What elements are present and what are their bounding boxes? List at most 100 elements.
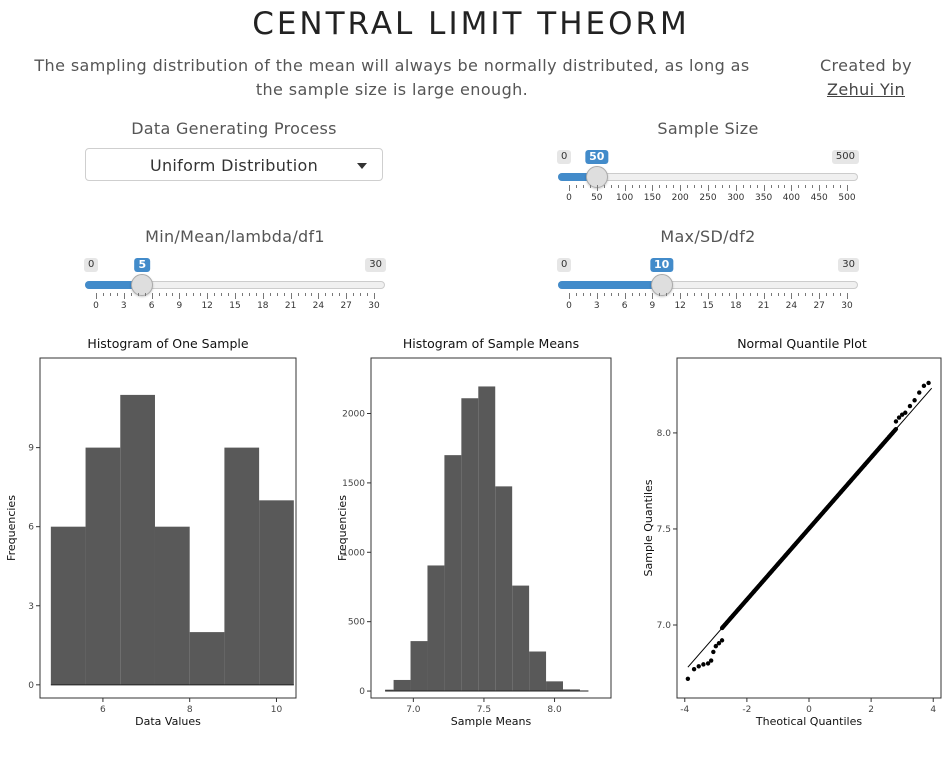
y-tick-label: 1000 [342, 548, 365, 558]
slider-tick-label: 6 [621, 301, 628, 311]
slider-tick [617, 185, 619, 188]
histogram-bar [444, 455, 462, 692]
slider-tick [840, 185, 842, 188]
slider-tick [721, 185, 723, 188]
x-tick-label: 7.0 [406, 705, 421, 715]
slider-ticks: 0 3 6 9 12 15 18 21 24 27 30 [558, 293, 858, 318]
slider-ticks: 0 3 6 9 12 15 18 21 24 27 30 [85, 293, 385, 318]
slider-tick [798, 293, 800, 296]
dgp-select[interactable]: Uniform Distribution [85, 148, 383, 181]
y-tick-label: 9 [28, 444, 34, 454]
slider-tick-label: 50 [591, 193, 603, 203]
one-sample-histogram: Histogram of One Sample 6 8 10 0 3 6 9 Data Valu… [5, 336, 297, 728]
slider-tick-label: 12 [674, 301, 686, 311]
slider-value-label: 50 [585, 150, 609, 164]
histogram-bar [461, 398, 479, 692]
slider-tick [777, 293, 779, 296]
histogram-bar [189, 632, 225, 685]
slider-tick [269, 293, 271, 296]
slider-tick [701, 185, 703, 188]
slider-tick-label: 0 [566, 193, 572, 203]
param2-slider[interactable]: 0 30 10 0 3 6 9 12 15 18 21 24 27 30 [557, 258, 859, 318]
credit-block: Created by Zehui Yin [800, 54, 932, 102]
slider-tick [742, 293, 744, 296]
slider-tick [165, 293, 167, 296]
y-tick-label: 0 [359, 687, 365, 697]
slider-tick [659, 293, 661, 296]
slider-tick [214, 293, 216, 296]
slider-tick [770, 293, 772, 296]
slider-tick [749, 293, 751, 296]
y-tick-label: 500 [348, 618, 365, 628]
y-tick-label: 1500 [342, 479, 365, 489]
slider-tick-label: 150 [643, 193, 661, 203]
x-axis-label: Theotical Quantiles [755, 715, 862, 728]
slider-tick-label: 27 [340, 301, 352, 311]
sample-size-label: Sample Size [657, 119, 759, 138]
slider-handle[interactable] [650, 274, 673, 296]
slider-tick [645, 293, 647, 296]
x-tick-label: 7.5 [477, 705, 491, 715]
sample-means-histogram: Histogram of Sample Means 7.0 7.5 8.0 0 500 10… [336, 336, 612, 728]
qq-point [917, 390, 922, 395]
slider-tick [248, 293, 250, 296]
sample-size-slider[interactable]: 0 500 50 0 50 100 150 200 250 300 350 400 450 500 [557, 150, 859, 210]
slider-tick-label: 9 [649, 301, 656, 311]
slider-tick [569, 293, 570, 299]
qq-point [921, 383, 927, 389]
y-tick-label: 2000 [342, 410, 365, 420]
slider-handle[interactable] [131, 274, 154, 296]
slider-tick [687, 293, 689, 296]
slider-tick [694, 185, 696, 188]
slider-tick [151, 293, 153, 299]
slider-tick [172, 293, 174, 296]
slider-tick [596, 293, 598, 299]
slider-tick [791, 185, 793, 191]
slider-tick [833, 293, 835, 296]
y-tick-label: 7.0 [657, 621, 672, 631]
slider-tick [262, 293, 264, 299]
qq-point [696, 664, 701, 669]
slider-tick [624, 185, 626, 191]
slider-tick [137, 293, 139, 296]
y-tick-label: 7.5 [657, 525, 671, 535]
slider-tick [318, 293, 320, 299]
slider-tick-label: 30 [841, 301, 853, 311]
slider-tick [673, 185, 675, 188]
slider-tick [353, 293, 355, 296]
slider-tick [833, 185, 835, 188]
slider-tick [589, 185, 591, 188]
dgp-label: Data Generating Process [131, 119, 337, 138]
slider-tick [756, 185, 758, 188]
slider-tick [290, 293, 292, 299]
slider-tick [680, 293, 682, 299]
slider-tick [297, 293, 299, 296]
slider-tick [186, 293, 188, 296]
slider-tick [631, 185, 633, 188]
slider-tick [624, 293, 626, 299]
slider-tick [130, 293, 132, 296]
x-tick-label: 8 [187, 705, 193, 715]
histogram-bar [546, 681, 563, 692]
slider-tick-label: 400 [782, 193, 800, 203]
slider-tick-label: 300 [727, 193, 745, 203]
slider-tick [158, 293, 160, 296]
param1-slider[interactable]: 0 30 5 0 3 6 9 12 15 18 21 24 27 30 [84, 258, 386, 318]
qq-point [708, 658, 714, 663]
slider-tick-label: 24 [785, 301, 798, 311]
slider-tick [276, 293, 278, 296]
histogram-bar [224, 447, 260, 685]
slider-tick [819, 185, 821, 191]
slider-tick [708, 293, 709, 299]
slider-min-label: 0 [557, 258, 572, 272]
slider-tick [638, 293, 640, 296]
slider-tick-label: 21 [757, 301, 770, 311]
slider-tick [847, 293, 848, 299]
histogram-bar [529, 651, 547, 692]
slider-tick [798, 185, 800, 188]
slider-tick [569, 185, 570, 191]
slider-tick [617, 293, 619, 296]
qq-point [701, 662, 706, 667]
author-link[interactable]: Zehui Yin [826, 80, 905, 99]
slider-tick [687, 185, 689, 188]
